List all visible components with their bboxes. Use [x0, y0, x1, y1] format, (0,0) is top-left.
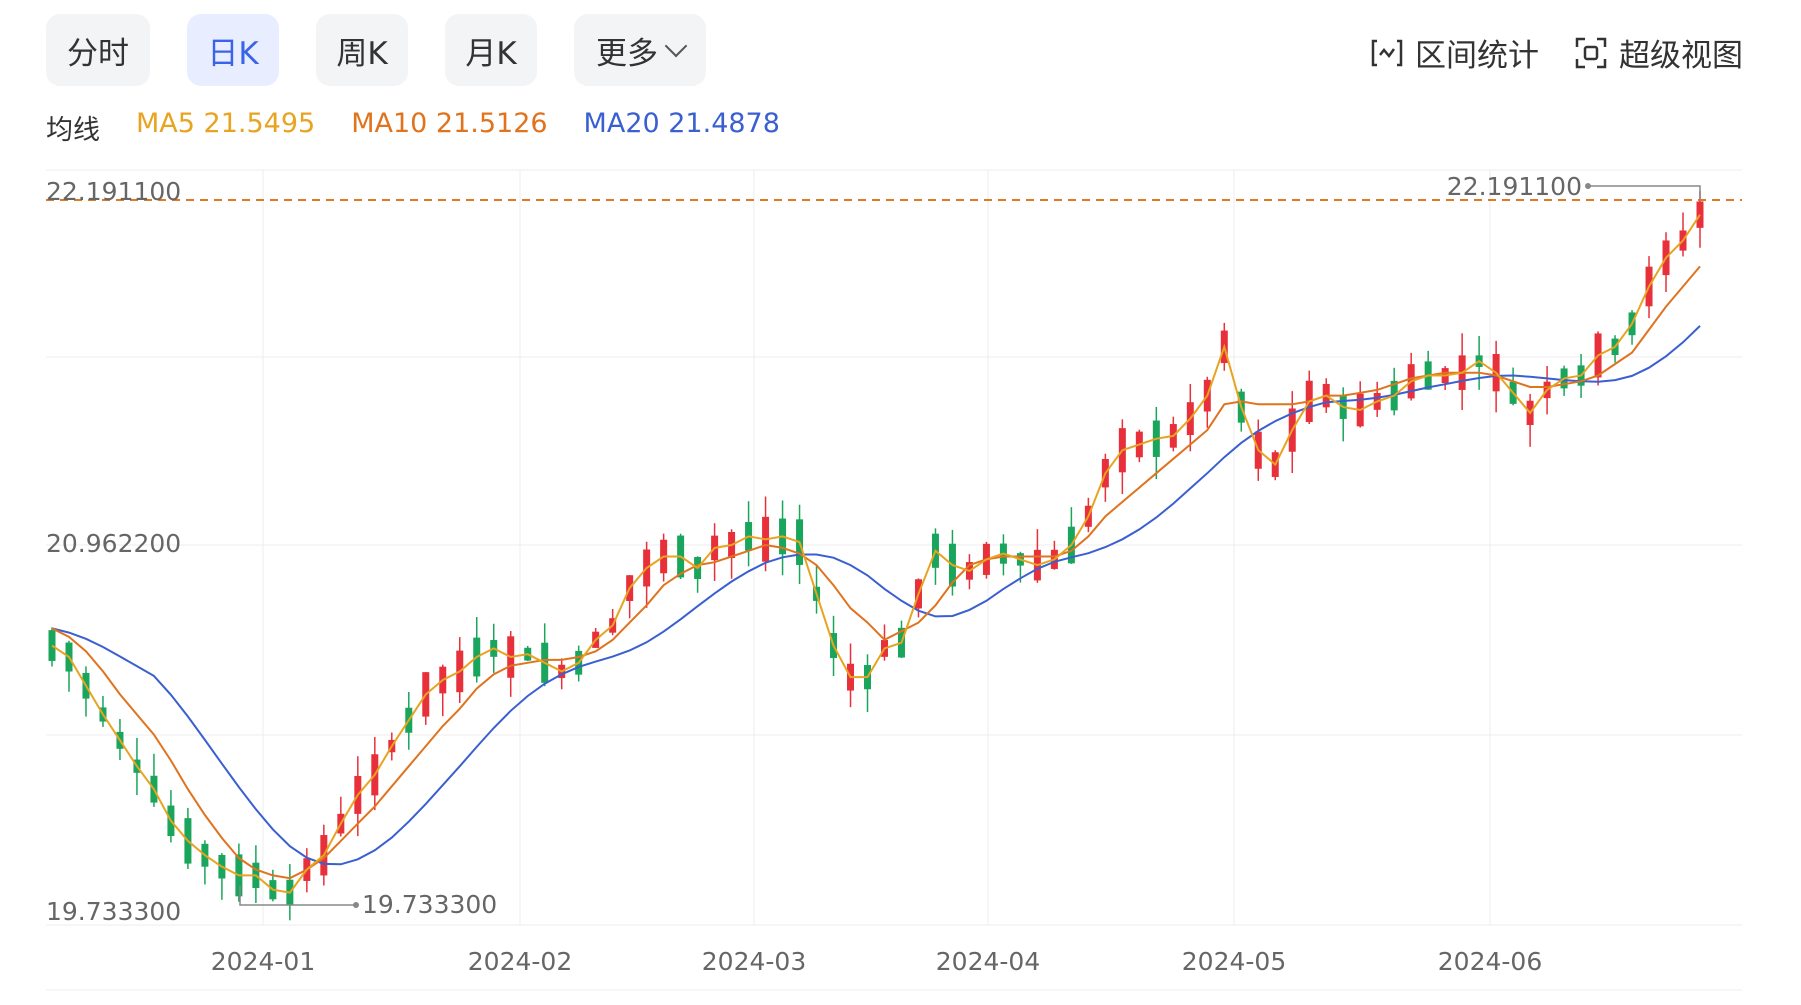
legend-ma20: MA20 21.4878 — [583, 108, 780, 139]
period-tabs: 分时 日K 周K 月K 更多 — [46, 14, 706, 86]
x-tick-label: 2024-02 — [468, 947, 572, 976]
tab-label: 更多 — [596, 35, 658, 72]
tab-label: 周K — [336, 35, 388, 72]
super-view-button[interactable]: 超级视图 — [1573, 30, 1743, 75]
ma-legend: 均线 MA5 21.5495 MA10 21.5126 MA20 21.4878 — [46, 108, 780, 147]
tab-intraday[interactable]: 分时 — [46, 14, 150, 86]
toolbar: 区间统计 超级视图 — [1369, 30, 1743, 75]
grid — [46, 169, 1742, 991]
tab-label: 分时 — [67, 35, 129, 72]
range-stats-icon — [1371, 39, 1403, 66]
y-tick-label: 20.962200 — [46, 529, 181, 558]
low-leader-line — [239, 886, 356, 906]
legend-ma10: MA10 21.5126 — [351, 108, 548, 139]
x-tick-label: 2024-04 — [936, 947, 1040, 976]
ma20-line — [51, 325, 1701, 866]
fullscreen-icon — [1575, 37, 1607, 68]
legend-title: 均线 — [46, 115, 100, 146]
x-tick-label: 2024-03 — [702, 947, 806, 976]
x-tick-label: 2024-06 — [1438, 947, 1542, 976]
high-price-label: 22.191100 — [1447, 172, 1582, 201]
high-leader-line — [1588, 185, 1701, 200]
legend-ma5: MA5 21.5495 — [136, 108, 316, 139]
tab-more[interactable]: 更多 — [574, 14, 706, 86]
ma10-line — [51, 265, 1701, 880]
low-leader-dot — [353, 902, 359, 908]
candles — [48, 190, 1704, 921]
high-leader-dot — [1585, 183, 1591, 189]
tab-label: 日K — [207, 35, 259, 72]
tab-monthly-k[interactable]: 月K — [445, 14, 537, 86]
y-tick-label: 22.191100 — [46, 177, 181, 206]
x-tick-label: 2024-01 — [211, 947, 315, 976]
super-view-label: 超级视图 — [1619, 38, 1743, 74]
tab-daily-k[interactable]: 日K — [187, 14, 279, 86]
range-stats-label: 区间统计 — [1415, 38, 1539, 74]
axis-labels: 2024-01 2024-02 2024-03 2024-04 2024-05 2024-… — [46, 177, 1542, 976]
annotations: 22.191100 19.733300 — [46, 172, 1742, 919]
candle-body — [48, 630, 56, 661]
low-price-label: 19.733300 — [362, 890, 497, 919]
x-tick-label: 2024-05 — [1182, 947, 1286, 976]
candle-body — [1696, 201, 1704, 228]
tab-weekly-k[interactable]: 周K — [316, 14, 408, 86]
tab-label: 月K — [465, 35, 517, 72]
y-tick-label: 19.733300 — [46, 897, 181, 926]
ma5-line — [51, 214, 1701, 894]
range-stats-button[interactable]: 区间统计 — [1369, 30, 1539, 75]
ma-lines — [51, 214, 1701, 894]
